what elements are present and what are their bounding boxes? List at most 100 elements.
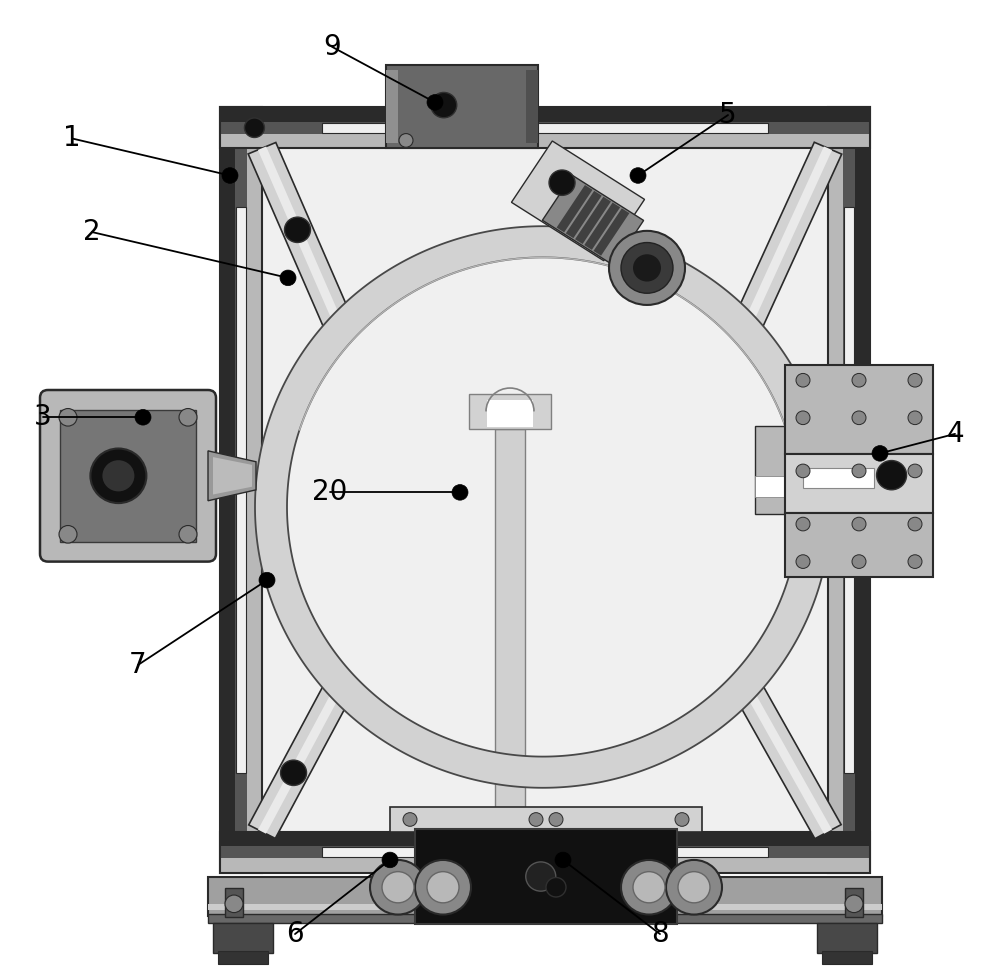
Circle shape <box>529 813 543 827</box>
Circle shape <box>908 555 922 568</box>
Circle shape <box>59 526 77 543</box>
Circle shape <box>415 860 471 915</box>
Bar <box>220 832 870 846</box>
Circle shape <box>908 373 922 387</box>
Circle shape <box>135 410 151 425</box>
Polygon shape <box>542 176 644 265</box>
Circle shape <box>852 518 866 530</box>
Bar <box>236 207 246 773</box>
Circle shape <box>908 411 922 425</box>
Circle shape <box>259 572 275 588</box>
Bar <box>208 904 882 910</box>
Circle shape <box>852 373 866 387</box>
Bar <box>415 829 677 924</box>
Bar <box>220 846 870 858</box>
Bar <box>60 410 196 542</box>
Polygon shape <box>731 142 842 335</box>
Bar <box>218 951 268 964</box>
Polygon shape <box>208 450 256 501</box>
Circle shape <box>59 409 77 426</box>
Circle shape <box>872 446 888 461</box>
Bar <box>469 394 551 429</box>
Text: 2: 2 <box>83 218 101 246</box>
Bar <box>220 122 870 134</box>
Circle shape <box>609 231 685 305</box>
Text: 1: 1 <box>63 125 81 152</box>
Bar <box>755 476 785 497</box>
Polygon shape <box>213 457 252 494</box>
Bar <box>785 514 933 577</box>
Text: 3: 3 <box>34 404 52 431</box>
Bar <box>220 107 262 873</box>
Bar <box>220 858 870 873</box>
Circle shape <box>90 448 146 503</box>
Bar <box>262 148 828 832</box>
Circle shape <box>796 518 810 530</box>
Bar <box>822 951 872 964</box>
Polygon shape <box>741 682 832 834</box>
Circle shape <box>549 170 575 195</box>
Polygon shape <box>566 191 602 238</box>
Circle shape <box>382 852 398 868</box>
Circle shape <box>281 760 307 786</box>
Bar <box>386 70 398 143</box>
Bar <box>220 107 235 873</box>
Circle shape <box>427 95 443 110</box>
Bar <box>828 107 843 873</box>
Circle shape <box>102 460 134 491</box>
Circle shape <box>399 134 413 147</box>
Bar <box>386 65 538 148</box>
Circle shape <box>633 254 661 282</box>
Circle shape <box>225 895 243 913</box>
Circle shape <box>403 813 417 827</box>
Polygon shape <box>575 197 611 244</box>
Circle shape <box>555 852 571 868</box>
Circle shape <box>179 526 197 543</box>
Bar <box>845 888 863 917</box>
Bar <box>220 107 870 148</box>
Circle shape <box>796 411 810 425</box>
Bar <box>220 107 870 122</box>
Polygon shape <box>732 678 841 838</box>
Bar <box>225 888 243 917</box>
Bar <box>785 454 933 514</box>
Bar <box>208 914 882 923</box>
Polygon shape <box>248 142 355 335</box>
Text: 4: 4 <box>946 420 964 448</box>
Bar <box>220 832 870 873</box>
Bar <box>828 107 870 873</box>
Circle shape <box>796 555 810 568</box>
Bar <box>526 70 538 143</box>
Circle shape <box>452 485 468 500</box>
Circle shape <box>382 872 414 903</box>
Circle shape <box>633 872 665 903</box>
Text: 9: 9 <box>323 33 341 60</box>
Bar <box>803 468 874 488</box>
Circle shape <box>549 813 563 827</box>
Bar <box>235 107 247 873</box>
Circle shape <box>796 464 810 478</box>
Circle shape <box>370 860 426 915</box>
Text: 6: 6 <box>286 920 304 948</box>
Circle shape <box>179 409 197 426</box>
Polygon shape <box>249 678 354 838</box>
Circle shape <box>284 217 310 243</box>
Circle shape <box>280 270 296 286</box>
Bar <box>247 107 262 873</box>
Bar <box>817 923 877 953</box>
Circle shape <box>431 93 457 118</box>
Circle shape <box>877 460 907 489</box>
Text: 8: 8 <box>651 920 669 948</box>
Circle shape <box>244 118 264 137</box>
Bar <box>220 134 870 148</box>
Polygon shape <box>594 209 629 255</box>
Bar <box>755 426 785 514</box>
Circle shape <box>621 860 677 915</box>
Text: 20: 20 <box>312 479 348 506</box>
Polygon shape <box>258 146 345 332</box>
Circle shape <box>908 518 922 530</box>
Circle shape <box>630 168 646 183</box>
Circle shape <box>675 813 689 827</box>
Bar <box>487 400 533 427</box>
Circle shape <box>427 872 459 903</box>
